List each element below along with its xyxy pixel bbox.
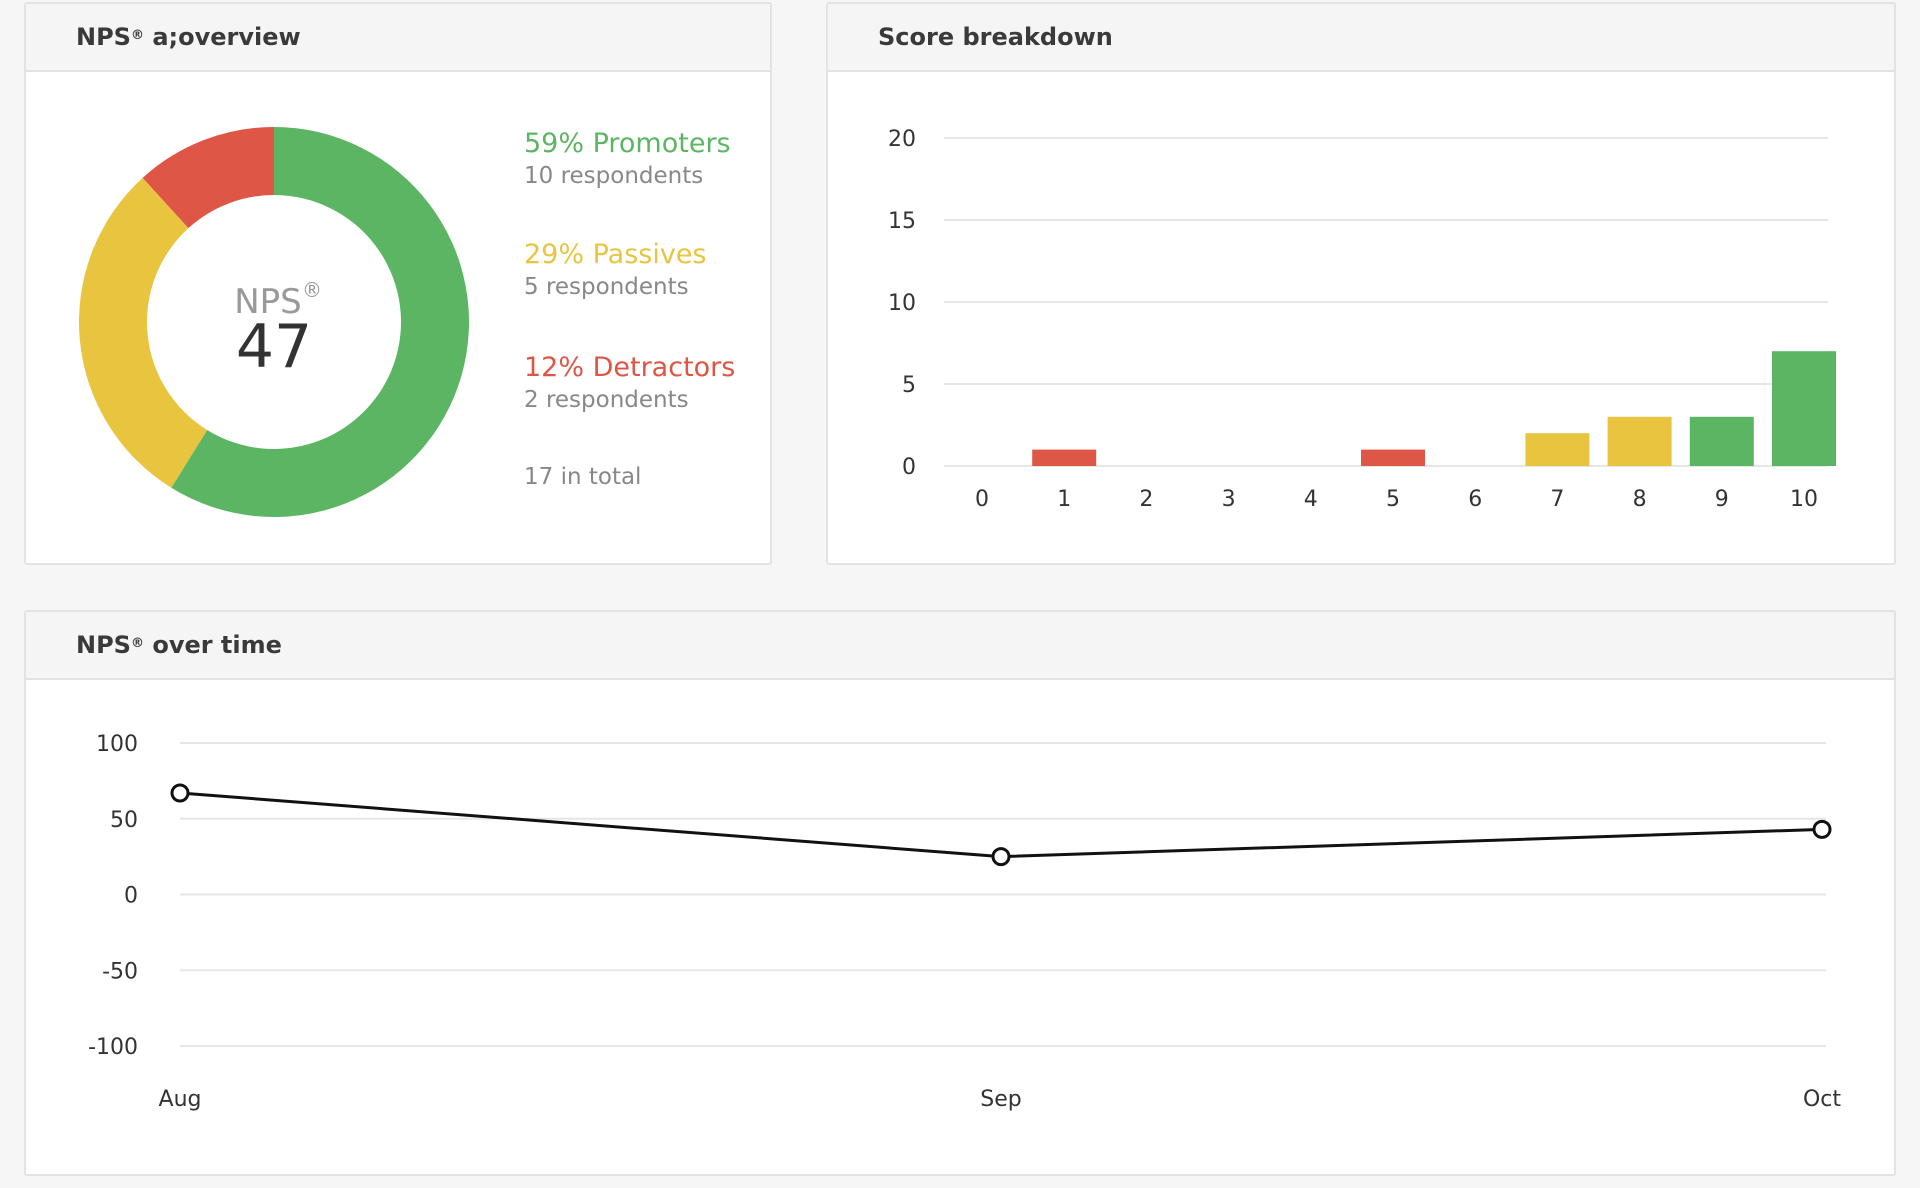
y-tick-label: -100 bbox=[88, 1035, 138, 1060]
y-tick-label: 100 bbox=[96, 732, 138, 757]
total-respondents: 17 in total bbox=[524, 464, 642, 490]
x-tick-label: 10 bbox=[1790, 487, 1818, 512]
data-point-sep bbox=[991, 847, 1011, 867]
x-tick-label: Oct bbox=[1803, 1087, 1841, 1112]
nps-overview-title: NPS bbox=[76, 23, 131, 51]
bar-score-9 bbox=[1689, 416, 1754, 466]
y-tick-label: 20 bbox=[888, 127, 916, 152]
donut-slice-detractors bbox=[142, 127, 274, 229]
promoters-percent: 59% Promoters bbox=[524, 128, 731, 159]
donut-center-label: NPS bbox=[234, 282, 302, 322]
x-tick-label: Aug bbox=[159, 1087, 202, 1112]
donut-slice-passives bbox=[79, 177, 208, 488]
registered-mark: ® bbox=[130, 27, 144, 43]
x-tick-label: 8 bbox=[1633, 487, 1647, 512]
x-tick-label: 1 bbox=[1057, 487, 1071, 512]
bar-score-7 bbox=[1525, 433, 1590, 466]
promoters-respondents: 10 respondents bbox=[524, 163, 704, 189]
x-tick-label: 9 bbox=[1715, 487, 1729, 512]
legend-promoters: 59% Promoters 10 respondents bbox=[524, 128, 731, 192]
score-breakdown-panel: Score breakdown 0 5 10 15 20 0 1 2 3 4 5 6 7 8 9 10 bbox=[826, 2, 1896, 565]
y-tick-label: 50 bbox=[110, 808, 138, 833]
x-tick-label: 0 bbox=[975, 487, 989, 512]
donut-center-registered-mark: ® bbox=[302, 278, 322, 302]
nps-over-time-header: NPS ® over time bbox=[26, 612, 1894, 680]
x-tick-label: 3 bbox=[1222, 487, 1236, 512]
registered-mark: ® bbox=[130, 635, 144, 651]
y-tick-label: 5 bbox=[902, 373, 916, 398]
y-tick-label: -50 bbox=[102, 959, 138, 984]
y-tick-label: 0 bbox=[902, 455, 916, 480]
y-tick-label: 0 bbox=[124, 884, 138, 909]
legend-passives: 29% Passives 5 respondents bbox=[524, 239, 707, 303]
donut-slice-promoters bbox=[171, 127, 469, 517]
x-tick-label: Sep bbox=[980, 1087, 1021, 1112]
nps-over-time-panel: NPS ® over time 100 50 0 -50 -100 Aug Sep Oct bbox=[24, 610, 1896, 1176]
y-tick-label: 15 bbox=[888, 209, 916, 234]
x-tick-label: 5 bbox=[1386, 487, 1400, 512]
detractors-percent: 12% Detractors bbox=[524, 352, 736, 383]
passives-respondents: 5 respondents bbox=[524, 274, 689, 300]
bar-score-1 bbox=[1032, 449, 1097, 466]
donut-center-score: 47 bbox=[236, 312, 312, 382]
nps-over-time-chart: 100 50 0 -50 -100 Aug Sep Oct bbox=[88, 732, 1841, 1112]
nps-over-time-title: NPS bbox=[76, 631, 131, 659]
nps-overview-header: NPS ® a; overview bbox=[26, 4, 770, 72]
bar-score-8 bbox=[1607, 416, 1672, 466]
nps-overview-title-suffix: overview bbox=[178, 23, 301, 51]
x-tick-label: 2 bbox=[1139, 487, 1153, 512]
legend-detractors: 12% Detractors 2 respondents bbox=[524, 352, 735, 416]
y-tick-label: 10 bbox=[888, 291, 916, 316]
nps-donut-chart: NPS ® 47 bbox=[79, 127, 469, 517]
x-tick-label: 7 bbox=[1550, 487, 1564, 512]
bar-score-10 bbox=[1772, 351, 1836, 466]
data-point-aug bbox=[170, 783, 190, 803]
x-tick-label: 6 bbox=[1468, 487, 1482, 512]
bar-score-5 bbox=[1361, 449, 1425, 466]
passives-percent: 29% Passives bbox=[524, 239, 707, 270]
score-breakdown-title: Score breakdown bbox=[878, 23, 1113, 51]
nps-over-time-title-suffix: over time bbox=[152, 631, 282, 659]
nps-overview-panel: NPS ® a; overview NPS ® 47 59% Promoters 10 … bbox=[24, 2, 772, 565]
score-breakdown-chart: 0 5 10 15 20 0 1 2 3 4 5 6 7 8 9 10 bbox=[888, 127, 1836, 512]
score-breakdown-header: Score breakdown bbox=[828, 4, 1894, 72]
x-tick-label: 4 bbox=[1304, 487, 1318, 512]
data-point-oct bbox=[1812, 819, 1832, 839]
nps-line-series bbox=[179, 791, 1823, 859]
detractors-respondents: 2 respondents bbox=[524, 387, 689, 413]
